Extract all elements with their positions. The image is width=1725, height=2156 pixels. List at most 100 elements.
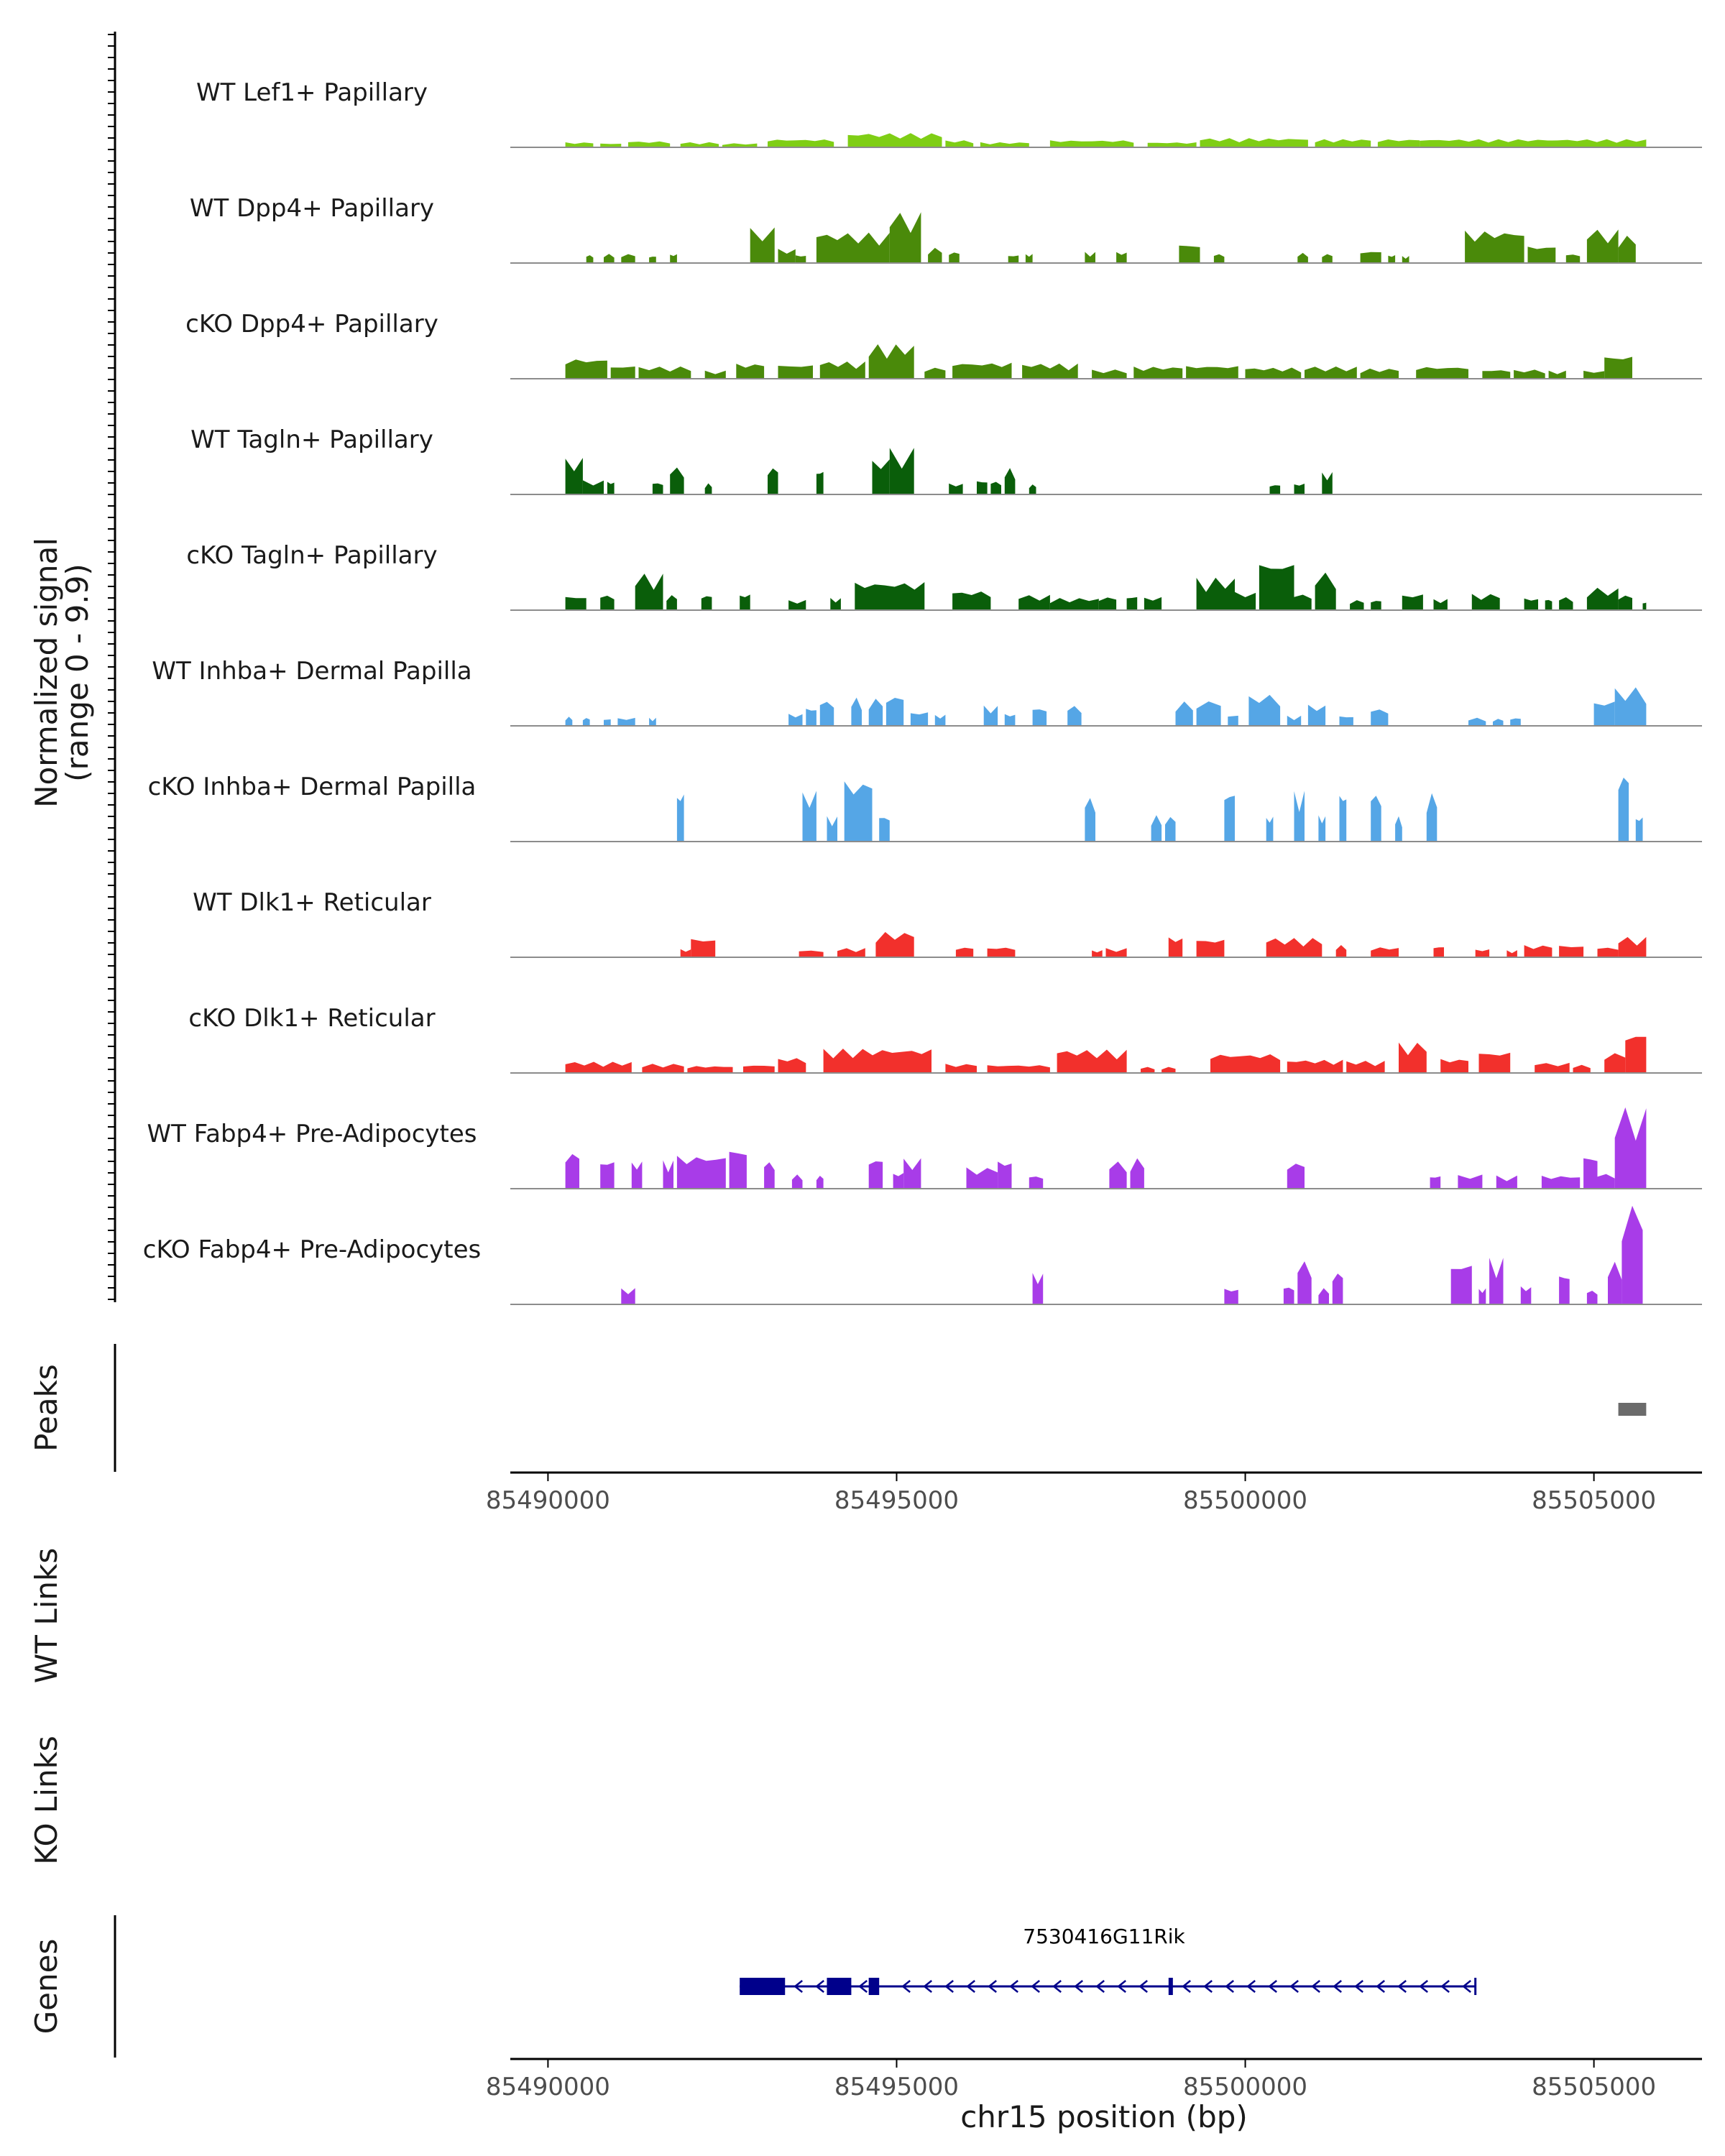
coverage-peak (680, 949, 691, 957)
coverage-peak (1440, 1059, 1468, 1073)
coverage-peak (1049, 140, 1134, 147)
coverage-peak (1018, 594, 1050, 610)
gene-strand-arrow (1009, 1980, 1018, 1993)
coverage-peak (666, 595, 677, 610)
coverage-peak (1433, 947, 1444, 957)
coverage-peak (998, 1161, 1012, 1189)
coverage-peak (1307, 704, 1326, 726)
coverage-peak (1520, 1286, 1532, 1304)
coverage-peak (1335, 945, 1347, 957)
coverage-peak (1618, 778, 1629, 842)
coverage-peak (966, 1167, 998, 1189)
coverage-peak (1141, 1067, 1155, 1073)
coverage-peak (1196, 939, 1225, 957)
coverage-peak (1388, 255, 1396, 263)
gene-strand-arrow (1031, 1980, 1040, 1993)
coverage-peak (1287, 1059, 1343, 1073)
coverage-peak (642, 1064, 684, 1073)
coverage-peak (1175, 701, 1193, 726)
signal-axis-range: (range 0 - 9.9) (60, 563, 95, 782)
x-axis-top-tick-label: 85500000 (1183, 1486, 1307, 1515)
coverage-peak (1186, 366, 1238, 379)
coverage-peak (1133, 367, 1183, 379)
coverage-peak (1402, 594, 1423, 610)
peaks-label: Peaks (29, 1364, 64, 1452)
coverage-peak (1057, 1049, 1127, 1073)
gene-strand-arrow (1182, 1980, 1191, 1993)
coverage-peak (1489, 1258, 1504, 1304)
coverage-peak (1416, 367, 1468, 379)
coverage-peak (799, 950, 824, 957)
coverage-peak (1092, 369, 1127, 379)
coverage-peak (635, 573, 663, 610)
track-label: cKO Fabp4+ Pre-Adipocytes (143, 1235, 482, 1264)
coverage-peak (827, 816, 837, 842)
coverage-peak (987, 947, 1016, 957)
coverage-peak (1524, 945, 1552, 957)
coverage-peak (680, 142, 719, 147)
coverage-peak (1130, 1158, 1144, 1189)
coverage-peak (990, 482, 1001, 494)
coverage-peak (1210, 1054, 1281, 1073)
gene-strand-arrow (1376, 1980, 1385, 1993)
coverage-peak (1269, 485, 1281, 494)
coverage-peak (819, 361, 865, 379)
coverage-peak (903, 1158, 921, 1189)
coverage-peak (1245, 367, 1302, 379)
coverage-peak (847, 133, 942, 147)
coverage-peak (795, 255, 806, 263)
coverage-peak (830, 598, 841, 610)
coverage-peak (1618, 236, 1636, 263)
coverage-peak (945, 1064, 977, 1073)
gene-strand-arrow (1052, 1980, 1062, 1993)
track-label: WT Dlk1+ Reticular (193, 888, 431, 917)
coverage-peak (687, 1066, 733, 1073)
coverage-peak (1224, 1289, 1238, 1304)
track-label: cKO Dlk1+ Reticular (188, 1004, 435, 1033)
coverage-peak (582, 718, 590, 726)
coverage-peak (1179, 245, 1200, 263)
gene-strand-arrow (858, 1980, 868, 1993)
coverage-peak (1565, 254, 1581, 263)
coverage-peak (676, 1156, 726, 1189)
coverage-peak (1399, 1042, 1427, 1073)
coverage-peak (586, 255, 594, 263)
coverage-peak (1478, 1288, 1486, 1304)
coverage-peak (704, 370, 726, 379)
coverage-peak (879, 818, 890, 842)
gene-strand-arrow (966, 1980, 975, 1993)
coverage-peak (1468, 717, 1486, 726)
coverage-peak (652, 483, 663, 494)
track-label: cKO Tagln+ Papillary (186, 541, 437, 570)
coverage-peak (1618, 936, 1647, 957)
coverage-peak (1625, 1036, 1647, 1073)
coverage-peak (886, 698, 904, 726)
track-label: cKO Inhba+ Dermal Papilla (148, 773, 477, 801)
coverage-peak (778, 365, 813, 379)
coverage-peak (1029, 484, 1036, 494)
coverage-peak (1109, 1161, 1127, 1189)
gene-strand-arrow (1354, 1980, 1363, 1993)
coverage-peak (701, 596, 712, 610)
coverage-peak (729, 1151, 747, 1189)
coverage-peak (1004, 714, 1016, 726)
coverage-peak (1339, 716, 1353, 726)
coverage-peak (875, 931, 914, 957)
coverage-peak (1283, 1287, 1294, 1304)
coverage-peak (1622, 1205, 1643, 1304)
coverage-peak (910, 712, 929, 726)
coverage-peak (1535, 1062, 1570, 1073)
coverage-peak (778, 249, 796, 263)
coverage-peak (1332, 1273, 1343, 1304)
coverage-peak (955, 947, 974, 957)
coverage-peak (670, 467, 684, 494)
coverage-peak (1126, 596, 1138, 610)
coverage-peak (816, 232, 890, 263)
coverage-peak (1266, 816, 1274, 842)
coverage-peak (736, 364, 765, 379)
coverage-peak (663, 1160, 673, 1189)
coverage-peak (600, 143, 622, 147)
coverage-peak (1475, 949, 1490, 957)
coverage-peak (768, 139, 834, 147)
